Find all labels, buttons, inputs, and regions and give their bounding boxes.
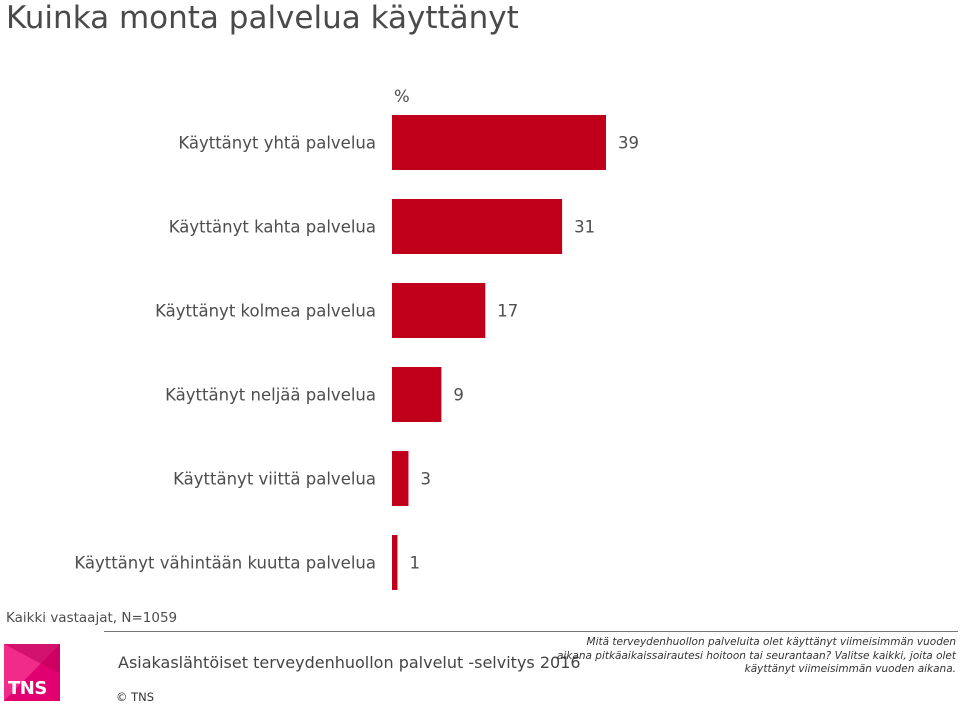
question-text: Mitä terveydenhuollon palveluita olet kä… <box>556 636 956 675</box>
category-label: Käyttänyt yhtä palvelua <box>178 134 376 153</box>
unit-label: % <box>394 87 410 106</box>
category-label: Käyttänyt vähintään kuutta palvelua <box>74 554 376 573</box>
bar <box>392 535 398 590</box>
value-label: 17 <box>497 302 518 321</box>
copyright: © TNS <box>116 690 155 704</box>
survey-name: Asiakaslähtöiset terveydenhuollon palvel… <box>118 653 581 672</box>
value-label: 9 <box>453 386 464 405</box>
base-note: Kaikki vastaajat, N=1059 <box>6 610 178 626</box>
bar <box>392 199 563 254</box>
footer-divider <box>104 631 958 632</box>
tns-logo: TNS <box>4 644 60 701</box>
category-label: Käyttänyt neljää palvelua <box>165 386 376 405</box>
category-label: Käyttänyt kahta palvelua <box>169 218 376 237</box>
value-label: 3 <box>420 470 431 489</box>
category-label: Käyttänyt viittä palvelua <box>173 470 376 489</box>
bar <box>392 283 486 338</box>
logo-text: TNS <box>8 678 47 699</box>
category-label: Käyttänyt kolmea palvelua <box>155 302 376 321</box>
value-label: 39 <box>618 134 639 153</box>
value-label: 1 <box>409 554 420 573</box>
bar <box>392 451 409 506</box>
logo-shape <box>4 644 60 674</box>
bar <box>392 367 442 422</box>
page-title: Kuinka monta palvelua käyttänyt <box>6 0 519 36</box>
value-label: 31 <box>574 218 595 237</box>
bar <box>392 115 606 170</box>
